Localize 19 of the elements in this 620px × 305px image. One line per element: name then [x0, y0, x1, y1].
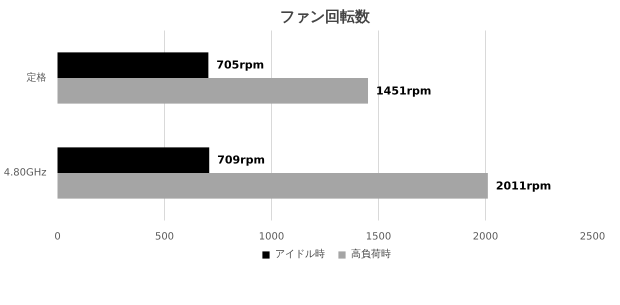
data-label: 1451rpm	[376, 84, 432, 98]
x-tick-label: 1500	[366, 232, 392, 242]
x-tick-label: 500	[154, 232, 174, 242]
bar	[58, 173, 488, 199]
x-tick-label: 2500	[580, 232, 606, 242]
y-tick-label: 定格	[26, 72, 46, 84]
bar	[58, 78, 368, 104]
bar	[58, 147, 210, 173]
data-label: 2011rpm	[496, 179, 552, 192]
legend-label: アイドル時	[275, 248, 325, 261]
legend-label: 高負荷時	[351, 248, 391, 261]
data-label: 705rpm	[216, 58, 264, 72]
x-tick-label: 2000	[472, 232, 498, 242]
y-tick-label: 4.80GHz	[4, 168, 47, 178]
chart-title: ファン回転数	[280, 8, 371, 26]
data-label: 709rpm	[217, 154, 265, 167]
x-tick-label: 1000	[258, 232, 284, 242]
bar	[58, 52, 208, 78]
x-tick-label: 0	[54, 232, 61, 242]
